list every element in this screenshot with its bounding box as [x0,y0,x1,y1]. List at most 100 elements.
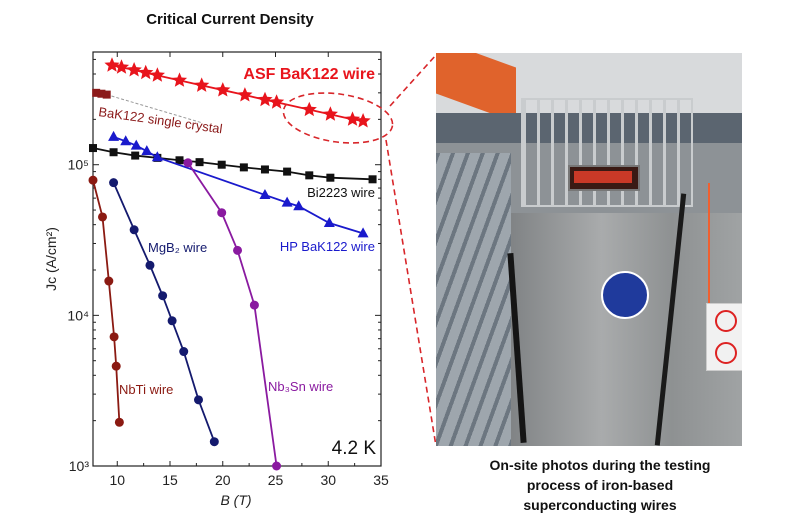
circle-marker [88,175,98,185]
staircase [436,153,511,446]
square-marker [109,148,118,157]
circle-marker [272,461,282,471]
triangle-marker [151,151,163,162]
circle-marker [129,225,139,235]
orange-cable [708,183,710,303]
star-marker [344,111,361,126]
square-marker [260,165,269,174]
series-line [112,182,216,443]
y-tick-label: 10⁵ [68,157,89,173]
trend-dashed-line [106,94,202,124]
star-marker [126,62,142,77]
square-marker [89,144,97,153]
series-line [113,136,364,235]
circle-marker [179,347,189,357]
circle-marker [109,178,119,188]
series-label: ASF BaK122 wire [243,66,375,83]
square-marker [102,90,111,99]
series-line [92,179,121,423]
caption-line-3: superconducting wires [523,497,677,513]
circle-marker [249,300,259,310]
square-marker [195,158,204,167]
test-facility-photo [436,53,742,446]
series-label: BaK122 single crystal [98,104,224,136]
circle-marker [158,291,168,301]
series-line [187,162,278,467]
series-label: Bi2223 wire [307,185,375,200]
magnet-vessel [508,213,742,446]
highlight-ellipse [282,92,394,144]
connector-line-bottom [385,139,437,447]
temperature-label: 4.2 K [332,438,377,459]
circle-marker [193,395,203,405]
triangle-marker [130,139,142,150]
caption-line-1: On-site photos during the testing [489,457,711,473]
plot-frame [92,51,382,467]
circle-marker [97,212,107,222]
circle-marker [183,158,193,168]
star-marker [322,106,338,121]
square-marker [283,167,292,176]
square-marker [217,160,226,169]
triangle-marker [108,130,120,141]
triangle-marker [293,200,305,211]
no-entry-icon [715,310,737,332]
x-tick-label: 20 [215,472,231,488]
connector-line-top [389,54,437,107]
series-label: MgB₂ wire [148,240,207,255]
star-marker [171,72,188,87]
triangle-marker [141,145,153,156]
y-tick-label: 10³ [69,458,90,474]
series-label: NbTi wire [119,382,173,397]
star-marker [113,59,130,74]
x-tick-label: 35 [373,472,389,488]
star-marker [301,101,317,117]
triangle-marker [357,227,369,238]
field-display [568,165,640,191]
caption-line-2: process of iron-based [526,477,674,493]
square-marker [92,88,101,97]
x-tick-label: 25 [268,472,284,488]
square-marker [131,151,140,160]
circle-marker [217,208,227,218]
chart-title: Critical Current Density [146,11,314,28]
square-marker [305,171,314,180]
square-marker [239,163,248,172]
y-tick-label: 10⁴ [67,307,89,323]
x-tick-label: 10 [109,472,125,488]
photo-caption: On-site photos during the testing proces… [430,455,770,515]
star-marker [194,77,210,92]
circle-marker [145,260,155,270]
triangle-marker [120,135,132,146]
square-marker [326,173,335,182]
triangle-marker [259,188,271,199]
prohibited-icon [715,342,737,364]
y-axis-label: Jc (A/cm²) [43,227,59,291]
circle-marker [111,361,121,371]
triangle-marker [323,217,335,228]
star-marker [215,82,231,97]
square-marker [175,156,184,165]
circle-marker [167,316,177,326]
circle-marker [209,437,219,447]
star-marker [257,91,273,107]
star-marker [355,113,371,128]
x-axis-label: B (T) [220,492,251,508]
star-marker [237,87,253,102]
star-marker [104,57,120,72]
circle-marker [104,276,114,286]
circle-marker [233,245,243,255]
triangle-marker [281,196,293,207]
series-label: Nb₃Sn wire [268,379,333,394]
institution-logo [601,271,649,319]
x-tick-label: 15 [162,472,178,488]
series-label: HP BaK122 wire [280,239,375,254]
square-marker [368,175,377,184]
circle-marker [114,417,124,427]
star-marker [269,94,285,109]
circle-marker [109,332,119,342]
square-marker [97,89,106,98]
star-marker [138,64,154,80]
led-readout [574,171,632,183]
